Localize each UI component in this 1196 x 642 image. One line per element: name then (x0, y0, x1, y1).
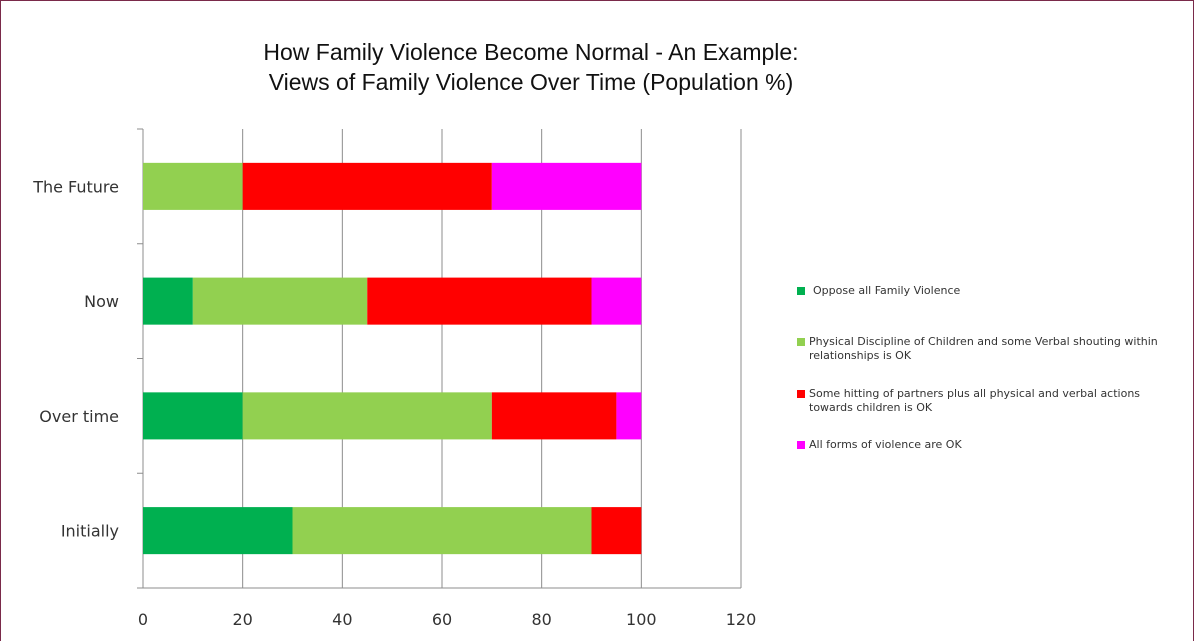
x-tick-label: 0 (138, 610, 148, 629)
x-tick-label: 20 (232, 610, 252, 629)
legend-label: All forms of violence are OK (809, 438, 962, 451)
x-tick-label: 80 (531, 610, 551, 629)
x-tick-label: 100 (626, 610, 657, 629)
chart-title-line-1: How Family Violence Become Normal - An E… (263, 39, 799, 65)
x-tick-label: 60 (432, 610, 452, 629)
y-category-label: The Future (32, 177, 119, 196)
bar-segment (143, 162, 243, 210)
bar-segment (143, 392, 243, 440)
bar-segment (616, 392, 642, 440)
bar-segment (143, 507, 293, 555)
legend-swatch (797, 441, 805, 449)
legend-label: Some hitting of partners plus all physic… (809, 387, 1141, 414)
bar-segment (143, 277, 193, 325)
y-category-label: Initially (61, 522, 119, 541)
y-category-label: Now (84, 292, 119, 311)
x-tick-label: 120 (726, 610, 757, 629)
bar-segment (242, 392, 492, 440)
legend-label: Physical Discipline of Children and some… (809, 335, 1158, 362)
bar-segment (292, 507, 592, 555)
chart-title: How Family Violence Become Normal - An E… (141, 37, 921, 97)
legend-swatch (797, 287, 805, 295)
bar-segment (591, 507, 642, 555)
bar-segment (491, 392, 617, 440)
legend-swatch (797, 338, 805, 346)
legend-swatch (797, 390, 805, 398)
bar-segment (192, 277, 368, 325)
bar-segment (242, 162, 492, 210)
legend-label: Oppose all Family Violence (813, 284, 961, 297)
y-category-label: Over time (39, 407, 119, 426)
chart-title-line-2: Views of Family Violence Over Time (Popu… (268, 69, 794, 95)
x-tick-label: 40 (332, 610, 352, 629)
bar-segment (591, 277, 642, 325)
bar-segment (491, 162, 642, 210)
bar-segment (367, 277, 592, 325)
